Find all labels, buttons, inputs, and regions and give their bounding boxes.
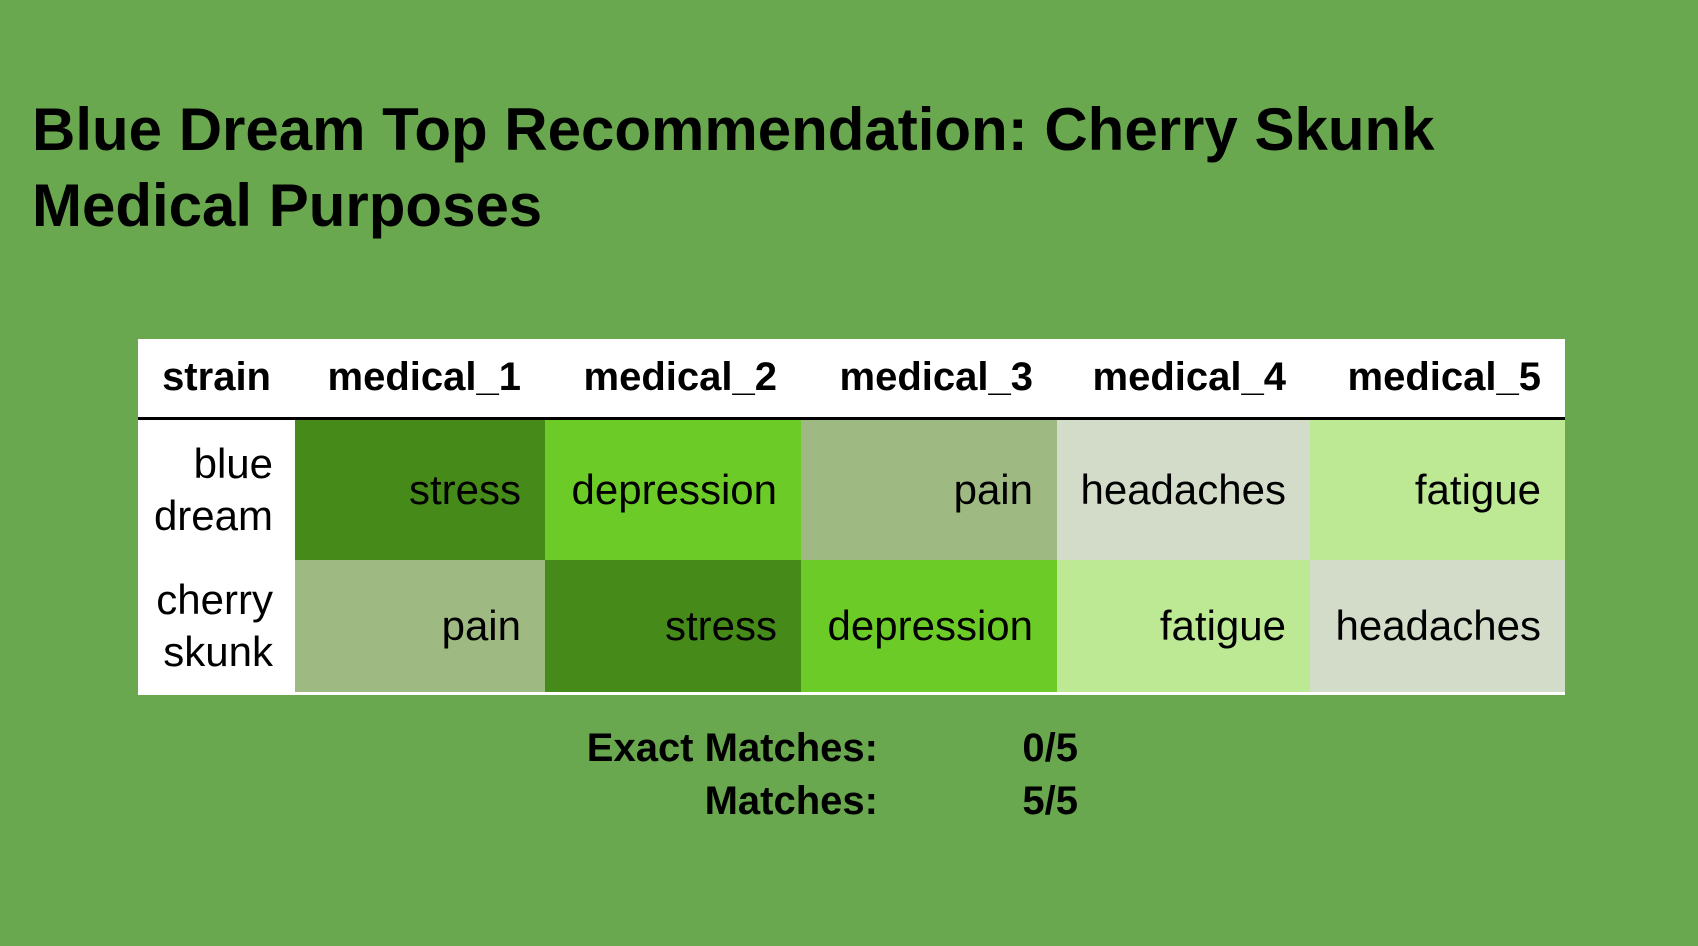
exact-matches-value: 0/5: [1022, 726, 1078, 770]
medical-cell: fatigue: [1310, 418, 1565, 560]
medical-cell: depression: [545, 418, 801, 560]
column-header-medical-1: medical_1: [295, 339, 545, 420]
column-header-medical-5: medical_5: [1310, 339, 1565, 420]
medical-cell: stress: [545, 560, 801, 692]
medical-cell: stress: [295, 418, 545, 560]
table-row: cherry skunk pain stress depression fati…: [138, 560, 1565, 692]
match-summary: Exact Matches: 0/5 Matches: 5/5: [540, 722, 1078, 828]
table-row: blue dream stress depression pain headac…: [138, 418, 1565, 560]
column-header-medical-4: medical_4: [1057, 339, 1310, 420]
medical-cell: headaches: [1310, 560, 1565, 692]
column-header-medical-3: medical_3: [801, 339, 1057, 420]
exact-matches-label: Exact Matches:: [586, 726, 878, 770]
table-header-row: strain medical_1 medical_2 medical_3 med…: [138, 339, 1565, 420]
column-header-medical-2: medical_2: [545, 339, 801, 420]
column-header-strain: strain: [138, 339, 295, 420]
medical-cell: headaches: [1057, 418, 1310, 560]
medical-cell: pain: [801, 418, 1057, 560]
matches-value: 5/5: [1022, 779, 1078, 823]
title-line-1: Blue Dream Top Recommendation: Cherry Sk…: [32, 96, 1435, 163]
medical-comparison-table: strain medical_1 medical_2 medical_3 med…: [138, 339, 1565, 695]
exact-matches-row: Exact Matches: 0/5: [540, 722, 1078, 775]
medical-cell: depression: [801, 560, 1057, 692]
title-line-2: Medical Purposes: [32, 172, 543, 239]
strain-cell: blue dream: [138, 418, 295, 560]
matches-label: Matches:: [704, 779, 878, 823]
page-title: Blue Dream Top Recommendation: Cherry Sk…: [32, 92, 1435, 244]
medical-cell: pain: [295, 560, 545, 692]
matches-row: Matches: 5/5: [540, 775, 1078, 828]
medical-cell: fatigue: [1057, 560, 1310, 692]
strain-cell: cherry skunk: [138, 560, 295, 692]
